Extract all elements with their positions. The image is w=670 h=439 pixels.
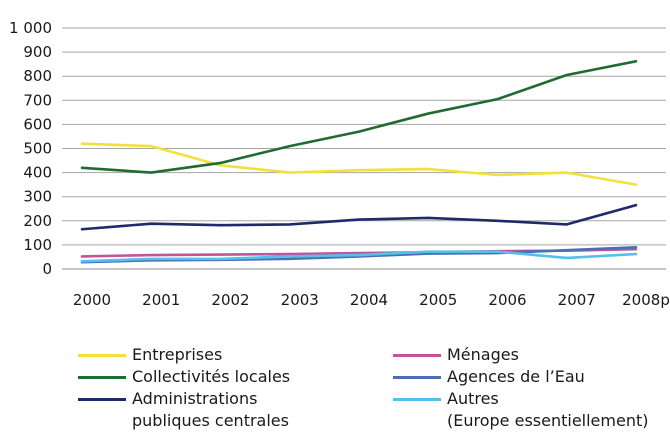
legend-item-entreprises: Entreprises [78, 344, 222, 366]
series-line-entreprises [80, 142, 638, 186]
x-tick-label: 2007 [558, 291, 596, 309]
legend-label-entreprises: Entreprises [132, 345, 223, 364]
y-tick-label: 100 [23, 236, 52, 254]
legend-label-autres: Autres (Europe essentiellement) [447, 389, 649, 430]
x-tick-label: 2004 [350, 291, 388, 309]
x-tick-label: 2008p [622, 291, 670, 309]
x-tick-label: 2003 [281, 291, 319, 309]
legend-swatch-administrations [78, 398, 126, 401]
y-tick-label: 300 [23, 188, 52, 206]
x-tick-label: 2002 [211, 291, 249, 309]
legend-item-menages: Ménages [393, 344, 519, 366]
y-tick-label: 700 [23, 91, 52, 109]
y-axis-ticks: 0 100 200 300 400 500 600 700 800 900 1 000 [9, 19, 52, 278]
legend-item-autres: Autres (Europe essentiellement) [393, 388, 648, 432]
series-line-administrations [80, 203, 638, 231]
legend-label-menages: Ménages [447, 345, 519, 364]
y-tick-label: 200 [23, 212, 52, 230]
y-tick-label: 1 000 [9, 19, 52, 37]
legend-swatch-agences [393, 376, 441, 379]
series-line-autres [80, 250, 638, 263]
series-line-collectivites [80, 59, 638, 174]
y-tick-label: 900 [23, 43, 52, 61]
y-tick-label: 0 [42, 260, 52, 278]
y-tick-label: 500 [23, 140, 52, 158]
legend-swatch-autres [393, 398, 441, 401]
x-tick-label: 2006 [488, 291, 526, 309]
x-tick-label: 2000 [73, 291, 111, 309]
x-tick-label: 2001 [142, 291, 180, 309]
series-lines [80, 59, 638, 264]
legend-item-administrations: Administrations publiques centrales [78, 388, 289, 432]
legend-label-agences: Agences de l’Eau [447, 367, 585, 386]
y-tick-label: 400 [23, 164, 52, 182]
legend-label-administrations: Administrations publiques centrales [132, 389, 289, 430]
legend-item-collectivites: Collectivités locales [78, 366, 290, 388]
legend-swatch-entreprises [78, 354, 126, 357]
legend-swatch-collectivites [78, 376, 126, 379]
x-axis-ticks: 2000 2001 2002 2003 2004 2005 2006 2007 2008p [73, 291, 670, 309]
y-tick-label: 800 [23, 67, 52, 85]
legend-label-collectivites: Collectivités locales [132, 367, 291, 386]
y-tick-label: 600 [23, 115, 52, 133]
legend-item-agences: Agences de l’Eau [393, 366, 585, 388]
legend-swatch-menages [393, 354, 441, 357]
x-tick-label: 2005 [419, 291, 457, 309]
